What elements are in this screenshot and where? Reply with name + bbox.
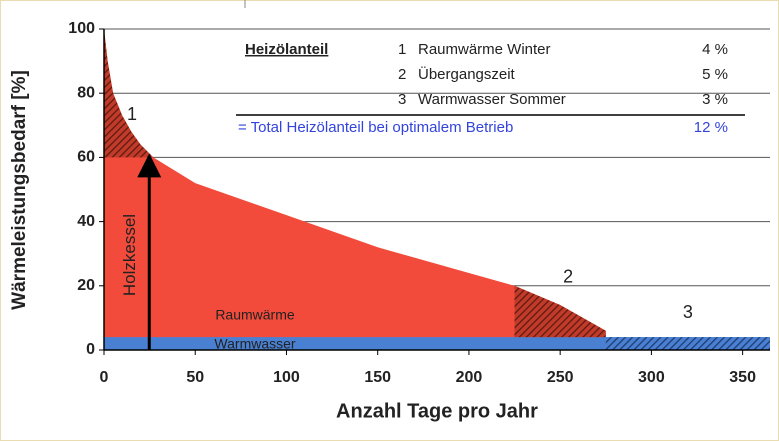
series-label: Warmwasser (214, 336, 295, 352)
row-value: 3 % (702, 91, 728, 108)
area (104, 337, 770, 350)
row-value: 4 % (702, 41, 728, 58)
y-tick-label: 60 (77, 149, 95, 166)
zone-label: 3 (683, 302, 693, 322)
x-tick-label: 50 (186, 369, 204, 386)
y-tick-label: 40 (77, 213, 95, 230)
row-number: 1 (398, 41, 406, 58)
zone-label: 2 (563, 267, 573, 287)
row-name: Übergangszeit (418, 65, 516, 83)
row-name: Warmwasser Sommer (418, 91, 566, 108)
zone-label: 1 (127, 104, 137, 124)
total-value: 12 % (694, 119, 728, 136)
row-number: 3 (398, 91, 406, 108)
table-title: Heizölanteil (245, 41, 328, 58)
x-tick-label: 200 (456, 369, 483, 386)
area (104, 29, 606, 350)
x-tick-label: 0 (100, 369, 109, 386)
x-tick-label: 150 (364, 369, 391, 386)
x-tick-label: 250 (547, 369, 574, 386)
series-label: Raumwärme (215, 307, 295, 323)
x-tick-label: 350 (729, 369, 756, 386)
row-value: 5 % (702, 66, 728, 83)
y-tick-label: 20 (77, 277, 95, 294)
y-tick-label: 100 (68, 20, 95, 37)
y-axis-label: Wärmeleistungsbedarf [%] (9, 70, 30, 310)
x-tick-label: 300 (638, 369, 665, 386)
x-tick-label: 100 (273, 369, 300, 386)
hatched-zone (514, 285, 606, 338)
row-name: Raumwärme Winter (418, 41, 551, 58)
boiler-label: Holzkessel (120, 214, 139, 296)
row-number: 2 (398, 66, 406, 83)
x-axis-label: Anzahl Tage pro Jahr (336, 400, 538, 422)
y-tick-label: 0 (86, 341, 95, 358)
hatched-zone (605, 337, 770, 350)
y-tick-label: 80 (77, 84, 95, 101)
total-name: = Total Heizölanteil bei optimalem Betri… (238, 119, 513, 136)
hatched-zone (104, 29, 154, 158)
